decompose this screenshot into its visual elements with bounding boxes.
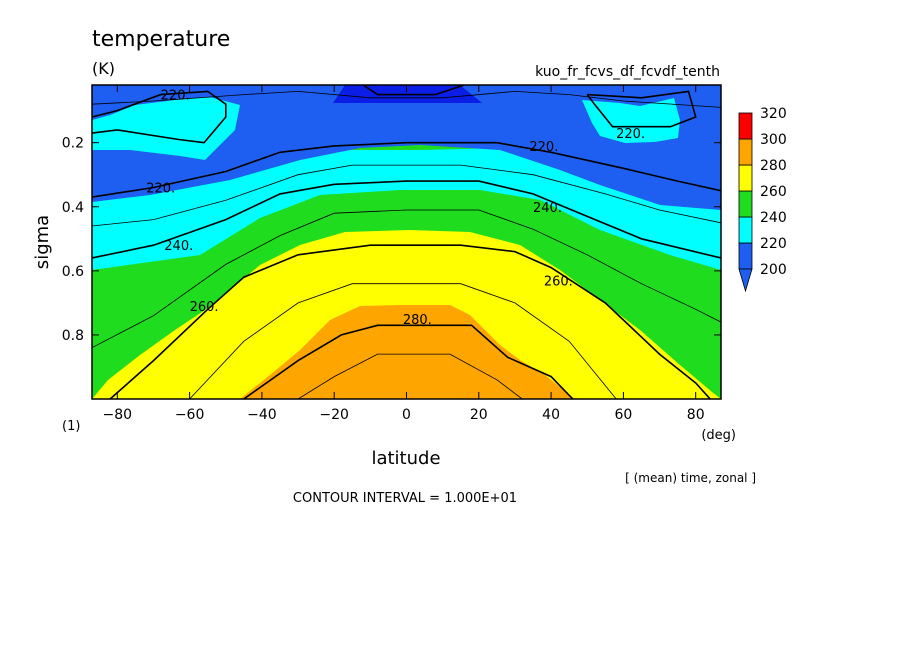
- colorbar-below-triangle: [738, 268, 753, 293]
- contour-line-230-6: [92, 164, 721, 227]
- y-axis-title: sigma: [32, 215, 53, 269]
- contour-label-260-11: 260.: [544, 274, 573, 289]
- contour-line-280-13: [243, 324, 574, 399]
- contour-line-240-7: [92, 180, 721, 259]
- contour-label-220-2: 220.: [161, 89, 190, 104]
- contour-lines: [92, 85, 721, 399]
- x-tick-label-4: 0: [402, 407, 411, 423]
- contour-line-210-1: [92, 90, 721, 108]
- contour-line-220-2: [92, 90, 227, 144]
- fill-200-220-top: [92, 85, 721, 210]
- colorbar-segment-5: [738, 112, 753, 140]
- x-tick-label-7: 60: [614, 407, 632, 423]
- x-tick-label-3: −20: [319, 407, 349, 423]
- y-tick-label-1: 0.4: [62, 200, 84, 216]
- colorbar-label-1: 220: [760, 236, 787, 252]
- contour-line-250-9: [92, 209, 721, 349]
- colorbar-label-3: 260: [760, 184, 787, 200]
- chart-title: temperature: [92, 27, 230, 52]
- y-tick-label-0: 0.2: [62, 136, 84, 152]
- x-axis: −80 −60 −40 −20 0 20 40 60 80: [103, 85, 705, 423]
- x-tick-label-1: −60: [175, 407, 205, 423]
- contour-line-290-14: [297, 353, 523, 399]
- colorbar: 200 220 240 260 280 300 320: [738, 106, 787, 293]
- colorbar-segment-3: [738, 164, 753, 192]
- y-axis: 0.2 0.4 0.6 0.8: [62, 136, 721, 344]
- colorbar-label-6: 320: [760, 106, 787, 122]
- contour-label-220-4: 220.: [146, 182, 175, 197]
- colorbar-segment-4: [738, 138, 753, 166]
- averaging-note: [ (mean) time, zonal ]: [625, 471, 756, 485]
- plot-fills: [92, 85, 721, 399]
- colorbar-label-2: 240: [760, 210, 787, 226]
- colorbar-segment-0: [738, 242, 753, 270]
- contour-line-200-0: [362, 85, 465, 96]
- colorbar-label-0: 200: [760, 262, 787, 278]
- y-tick-label-3: 0.8: [62, 328, 84, 344]
- colorbar-label-5: 300: [760, 132, 787, 148]
- x-tick-label-8: 80: [687, 407, 705, 423]
- colorbar-segment-2: [738, 190, 753, 218]
- run-name-label: kuo_fr_fcvs_df_fcvdf_tenth: [535, 64, 720, 80]
- x-tick-label-5: 20: [470, 407, 488, 423]
- x-unit-label: (deg): [701, 428, 736, 443]
- contour-label-280-13: 280.: [403, 313, 432, 328]
- contour-line-220-4: [92, 141, 721, 198]
- y-unit-label: (1): [62, 419, 80, 434]
- fill-280-300: [240, 305, 575, 399]
- contour-line-270-12: [189, 283, 617, 399]
- y-tick-label-2: 0.6: [62, 264, 84, 280]
- contour-label-220-5: 220.: [529, 140, 558, 155]
- colorbar-segment-1: [738, 216, 753, 244]
- fill-220-240-right-patch: [582, 98, 680, 143]
- contour-label-260-10: 260.: [190, 300, 219, 315]
- x-axis-title: latitude: [371, 448, 440, 469]
- fill-220-240-left-patch: [92, 97, 240, 160]
- x-tick-label-6: 40: [542, 407, 560, 423]
- contour-label-240-7: 240.: [164, 239, 193, 254]
- contour-line-260-10: [109, 244, 711, 399]
- x-tick-label-0: −80: [103, 407, 133, 423]
- colorbar-label-4: 280: [760, 158, 787, 174]
- contour-label-220-3: 220.: [616, 127, 645, 142]
- contour-labels: 220. 220. 220. 220. 240. 240. 260. 260. 280.: [146, 89, 645, 328]
- contour-line-220-3: [586, 90, 697, 128]
- x-tick-label-2: −40: [247, 407, 277, 423]
- contour-label-240-8: 240.: [533, 201, 562, 216]
- contour-interval-note: CONTOUR INTERVAL = 1.000E+01: [293, 491, 517, 506]
- units-label: (K): [92, 59, 115, 78]
